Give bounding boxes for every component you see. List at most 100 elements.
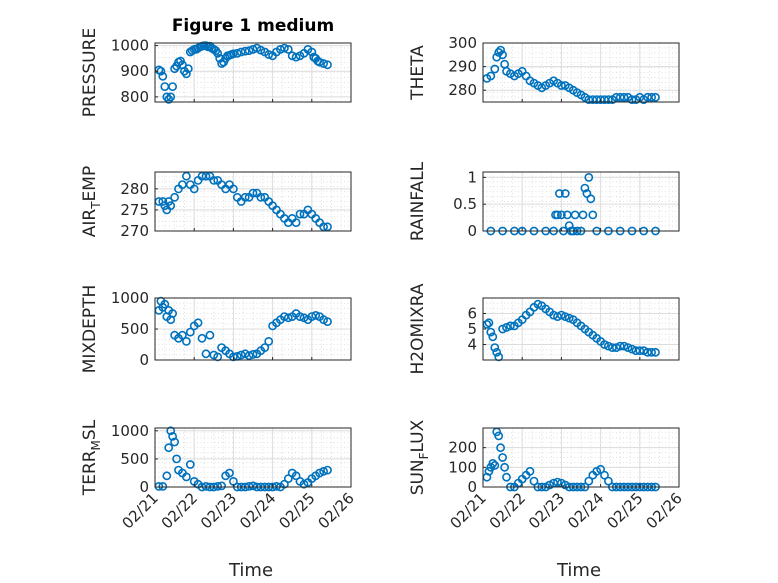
tick-marks [482,447,680,488]
y-tick-label: 4 [467,336,477,354]
data-series [482,45,660,104]
data-point [492,347,502,357]
data-point [181,171,191,181]
data-point [217,481,226,491]
data-point [168,82,177,91]
y-tick-label: 800 [120,88,149,106]
tick-marks [154,297,352,361]
data-point [181,69,191,79]
data-point [225,468,234,478]
y-tick-label: 0 [139,351,149,369]
y-tick-label: 900 [120,62,149,80]
data-point [213,481,223,491]
y-tick-label: 0 [139,478,149,496]
data-point [160,299,170,309]
data-point [502,322,511,332]
data-point [158,481,168,491]
y-axis-label: RAINFALL [408,161,428,241]
y-tick-label: 5 [467,320,477,338]
subplot-6: 456 H2OMIXRA [408,283,680,375]
data-point [236,47,246,57]
data-point [181,336,191,346]
data-point [264,336,274,346]
data-point [228,184,238,194]
data-point [490,460,500,470]
data-point [283,45,293,54]
tick-marks [482,42,680,102]
subplot-1: 800 900 1000 PRESSURE Figure 1 medium [80,16,352,117]
data-point [166,201,176,211]
data-point [295,312,305,321]
data-point [164,443,174,453]
data-point [615,341,625,351]
data-point [619,92,629,102]
data-point [181,472,191,482]
data-point [557,81,566,90]
data-point [315,468,324,478]
tick-marks [154,430,352,488]
axes-box [482,42,680,103]
y-tick-label: 1 [467,168,477,186]
data-point [185,327,195,337]
data-point [172,454,181,464]
y-tick-label: 0 [467,222,477,240]
data-point [496,45,505,55]
data-point [166,426,176,436]
data-series [154,171,332,232]
axes-box [154,171,352,232]
data-point [283,313,293,323]
y-tick-label: 200 [448,439,477,457]
x-axis-label: Time [556,560,601,581]
data-point [490,343,500,352]
data-point [647,347,656,357]
data-point [183,64,193,74]
y-axis-label: TERRMSL [80,419,103,496]
data-point [158,71,168,81]
data-point [553,477,562,487]
y-tick-label: 1000 [111,422,149,440]
subplot-5: 0 500 1000 MIXDEPTH [80,285,352,373]
data-point [240,192,250,202]
y-tick-label: 300 [448,34,477,52]
data-point [584,476,594,486]
data-point [279,43,289,53]
subplot-2: 280 290 300 THETA [408,34,680,104]
data-point [164,197,174,206]
data-point [486,327,496,337]
data-point [197,333,207,343]
y-tick-label: 500 [120,320,149,338]
y-tick-label: 1000 [111,289,149,307]
data-point [168,309,177,318]
data-point [557,310,566,320]
data-point [596,464,605,474]
data-point [166,92,176,102]
data-point [586,194,596,204]
data-point [588,210,598,220]
y-tick-label: 290 [448,58,477,76]
data-point [158,197,168,206]
data-point [162,471,172,481]
y-axis-label: H2OMIXRA [408,283,428,374]
data-point [623,343,633,352]
data-point [490,64,500,74]
data-point [525,466,535,476]
axes-box [482,427,680,488]
data-point [580,183,590,193]
data-point [488,332,498,342]
data-point [619,341,629,351]
y-tick-label: 280 [120,180,149,198]
data-point [323,60,332,70]
y-tick-label: 100 [448,458,477,476]
y-axis-label: PRESSURE [80,28,100,117]
data-point [291,218,301,227]
data-point [553,210,562,220]
y-tick-label: 0.5 [453,195,477,213]
data-point [205,330,215,340]
tick-marks [154,188,352,232]
tick-marks [482,176,680,232]
data-point [578,210,588,220]
data-point [319,222,328,232]
axes-box [154,42,352,103]
data-point [502,472,511,482]
